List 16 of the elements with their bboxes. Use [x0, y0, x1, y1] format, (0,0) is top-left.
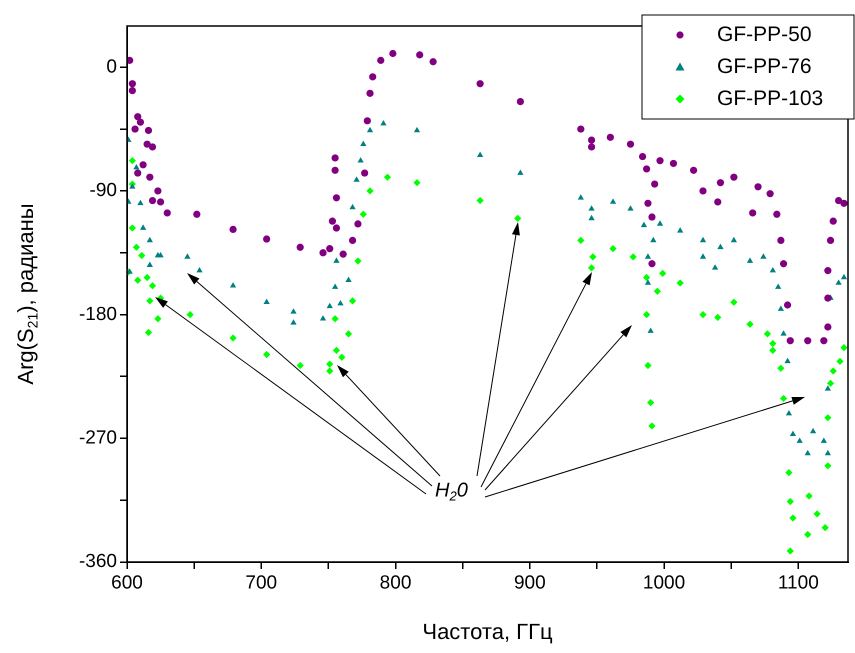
y-tick-label: -360 — [78, 551, 117, 572]
x-tick-label: 1100 — [778, 572, 819, 594]
y-axis-title: Arg(S21), радианы — [13, 203, 40, 385]
x-tick-label: 800 — [380, 572, 412, 594]
y-tick-label: -270 — [78, 428, 117, 449]
x-tick-label: 700 — [245, 572, 278, 594]
x-tick-label: 900 — [514, 572, 546, 594]
x-tick-label: 600 — [111, 572, 143, 594]
legend-label: GF-PP-103 — [717, 86, 824, 110]
legend-label: GF-PP-76 — [717, 54, 812, 78]
y-tick-label: -180 — [78, 304, 117, 325]
x-tick-label: 1000 — [642, 572, 686, 594]
legend-label: GF-PP-50 — [717, 22, 812, 46]
y-tick-label: 0 — [106, 56, 117, 78]
x-axis-title: Частота, ГГц — [422, 619, 553, 644]
y-tick-label: -90 — [90, 180, 117, 202]
